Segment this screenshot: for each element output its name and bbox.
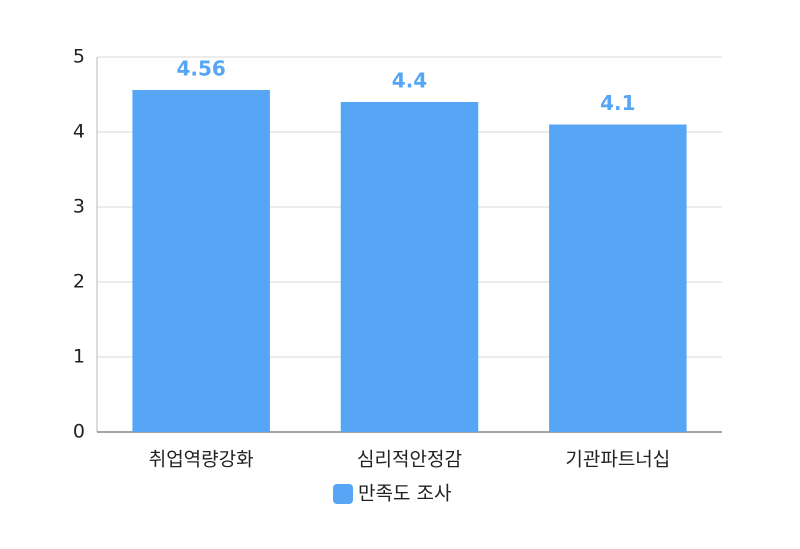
y-tick-label: 4 xyxy=(73,121,85,143)
x-tick-label: 기관파트너십 xyxy=(565,449,670,471)
x-tick-label: 심리적안정감 xyxy=(357,449,462,471)
legend-swatch xyxy=(333,484,353,504)
y-tick-label: 1 xyxy=(73,346,85,368)
y-tick-label: 5 xyxy=(73,46,85,68)
legend-label: 만족도 조사 xyxy=(358,483,451,505)
bar xyxy=(549,124,687,432)
bar xyxy=(340,102,479,432)
bar xyxy=(132,90,270,432)
y-tick-label: 2 xyxy=(73,271,85,293)
y-tick-label: 0 xyxy=(73,421,85,443)
x-tick-label: 취업역량강화 xyxy=(149,449,254,471)
value-label: 4.1 xyxy=(600,91,635,115)
y-tick-label: 3 xyxy=(73,196,85,218)
value-label: 4.4 xyxy=(392,69,427,93)
value-label: 4.56 xyxy=(176,57,225,81)
